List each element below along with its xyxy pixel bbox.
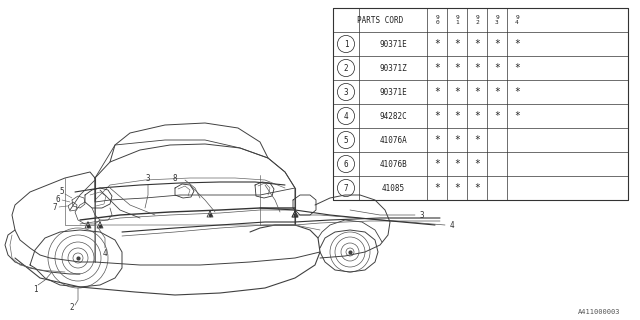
Text: *: * [494, 87, 500, 97]
Text: 9
1: 9 1 [455, 15, 459, 25]
Text: *: * [514, 39, 520, 49]
Text: 41076A: 41076A [379, 135, 407, 145]
Text: *: * [454, 39, 460, 49]
Text: *: * [434, 87, 440, 97]
Text: *: * [474, 159, 480, 169]
Text: 7: 7 [344, 183, 348, 193]
Text: *: * [454, 87, 460, 97]
Text: 4: 4 [450, 220, 454, 229]
Text: *: * [454, 183, 460, 193]
Text: *: * [434, 111, 440, 121]
Text: *: * [454, 111, 460, 121]
Text: 9
4: 9 4 [515, 15, 519, 25]
Text: *: * [494, 63, 500, 73]
Text: 9
3: 9 3 [495, 15, 499, 25]
Text: 5: 5 [60, 188, 64, 196]
Text: *: * [474, 183, 480, 193]
Text: 8: 8 [173, 173, 177, 182]
Text: *: * [454, 159, 460, 169]
Text: 90371E: 90371E [379, 39, 407, 49]
Text: *: * [434, 39, 440, 49]
Text: 5: 5 [344, 135, 348, 145]
Text: 3: 3 [146, 173, 150, 182]
Text: 6: 6 [56, 196, 60, 204]
Text: 3: 3 [344, 87, 348, 97]
Text: *: * [434, 159, 440, 169]
Text: 9
0: 9 0 [435, 15, 439, 25]
Text: 41085: 41085 [381, 183, 404, 193]
Text: *: * [474, 135, 480, 145]
Text: 41076B: 41076B [379, 159, 407, 169]
Text: 94282C: 94282C [379, 111, 407, 121]
Text: 6: 6 [344, 159, 348, 169]
Text: *: * [474, 111, 480, 121]
Text: *: * [434, 135, 440, 145]
Text: 1: 1 [344, 39, 348, 49]
Text: *: * [474, 87, 480, 97]
Text: 90371Z: 90371Z [379, 63, 407, 73]
Text: 4: 4 [344, 111, 348, 121]
Text: 4: 4 [102, 249, 108, 258]
Text: *: * [474, 39, 480, 49]
Text: *: * [454, 135, 460, 145]
Text: *: * [454, 63, 460, 73]
Text: *: * [494, 39, 500, 49]
Text: PARTS CORD: PARTS CORD [357, 15, 403, 25]
Text: 2: 2 [70, 303, 74, 313]
Text: 90371E: 90371E [379, 87, 407, 97]
Text: A411000003: A411000003 [577, 309, 620, 315]
Text: 1: 1 [33, 285, 37, 294]
Text: *: * [474, 63, 480, 73]
Text: 7: 7 [52, 203, 58, 212]
Text: *: * [434, 63, 440, 73]
Text: 9
2: 9 2 [475, 15, 479, 25]
Text: 3: 3 [420, 211, 424, 220]
Bar [333, 8, 628, 200]
Text: *: * [514, 87, 520, 97]
Text: *: * [514, 63, 520, 73]
Text: 2: 2 [344, 63, 348, 73]
Text: *: * [514, 111, 520, 121]
Text: *: * [434, 183, 440, 193]
Text: *: * [494, 111, 500, 121]
